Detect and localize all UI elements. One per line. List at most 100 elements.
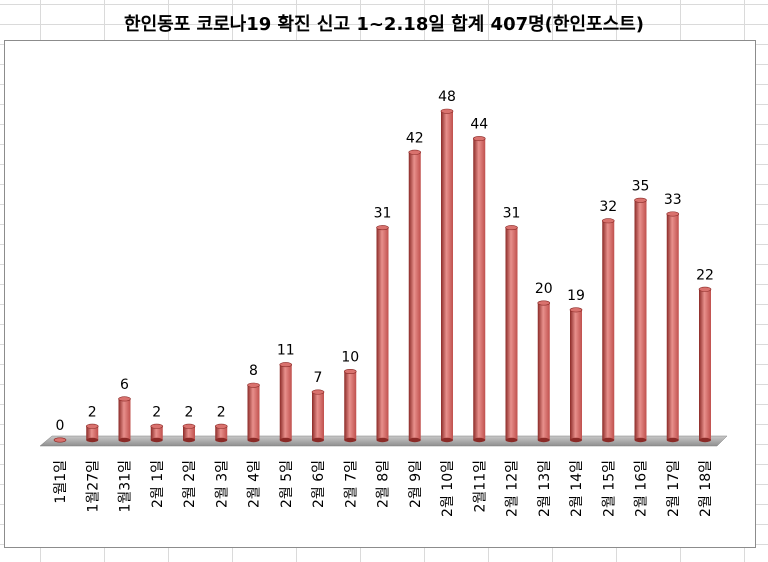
bar-base <box>86 437 99 443</box>
bar-base <box>634 437 647 443</box>
x-tick-labels: 1월1일 1월27일 1월31일 2월 1일 2월 2일 2월 3일 2월 4일 2월 5일 2… <box>53 460 714 517</box>
x-tick-label: 2월 5일 <box>279 460 295 508</box>
bar <box>215 426 228 440</box>
x-tick-label: 2월11일 <box>472 460 488 512</box>
bar <box>279 364 292 440</box>
bar-base <box>376 437 389 443</box>
data-label: 10 <box>341 350 359 366</box>
x-tick-label: 2월 9일 <box>408 460 424 508</box>
bar-base <box>537 437 550 443</box>
x-tick-label: 2월 8일 <box>376 460 392 508</box>
bar-base <box>118 437 131 443</box>
bar-base <box>247 437 260 443</box>
data-label: 2 <box>185 404 194 420</box>
bar <box>666 213 679 440</box>
bar <box>505 227 518 440</box>
bar <box>150 426 163 440</box>
bar <box>602 220 615 440</box>
bar <box>570 309 582 440</box>
bar-base <box>150 437 163 443</box>
x-tick-label: 2월 10일 <box>440 460 456 517</box>
bar-base <box>312 437 324 443</box>
data-label: 0 <box>56 418 65 434</box>
bar <box>699 289 711 440</box>
bar-base <box>666 437 679 443</box>
bar-cap <box>569 307 583 313</box>
data-label: 22 <box>696 267 714 283</box>
chart-title: 한인동포 코로나19 확진 신고 1~2.18일 합계 407명(한인포스트) <box>124 14 644 35</box>
bar-cap <box>601 218 615 224</box>
bar-base <box>215 437 228 443</box>
data-label: 31 <box>374 206 392 222</box>
bar <box>441 111 453 440</box>
bar-cap <box>505 225 518 231</box>
bar-base <box>602 437 615 443</box>
data-label: 33 <box>664 192 682 208</box>
bar-cap <box>537 300 551 306</box>
data-label: 20 <box>535 281 553 297</box>
data-label: 6 <box>120 377 129 393</box>
x-tick-label: 2월 18일 <box>698 460 714 517</box>
bar-base <box>183 437 195 443</box>
data-label: 19 <box>567 288 585 304</box>
bar-cap <box>53 437 67 443</box>
bar <box>247 385 260 440</box>
bar <box>183 426 195 440</box>
data-label: 2 <box>217 404 226 420</box>
bar <box>408 152 421 441</box>
bar-cap <box>376 225 389 231</box>
data-label: 2 <box>152 404 161 420</box>
data-label: 32 <box>599 199 617 215</box>
x-tick-label: 2월 12일 <box>505 460 521 517</box>
bar-base <box>570 437 582 443</box>
x-tick-label: 1월31일 <box>118 460 134 512</box>
bar-cap <box>85 423 99 429</box>
data-label: 11 <box>277 343 295 359</box>
x-tick-label: 2월 6일 <box>311 460 327 508</box>
x-tick-label: 2월 14일 <box>569 460 585 517</box>
x-tick-label: 2월 15일 <box>601 460 617 517</box>
bar-cap <box>247 382 260 388</box>
bar-cap <box>666 211 680 217</box>
bar-series <box>53 108 712 443</box>
x-tick-label: 2월 1일 <box>150 460 166 508</box>
bar-base <box>441 437 453 443</box>
bar-base <box>699 437 711 443</box>
x-tick-label: 2월 16일 <box>634 460 650 517</box>
bar-cap <box>440 108 454 114</box>
bar-cap <box>150 423 164 429</box>
bar <box>118 398 131 440</box>
data-label: 8 <box>249 363 258 379</box>
x-tick-label: 2월 4일 <box>247 460 263 508</box>
data-label: 31 <box>503 206 521 222</box>
bar <box>344 371 357 440</box>
data-label: 42 <box>406 130 424 146</box>
bar-cap <box>472 136 486 142</box>
x-tick-label: 1월1일 <box>53 460 69 504</box>
bar-cap <box>408 149 422 155</box>
bar-base <box>279 437 292 443</box>
x-tick-label: 2월 17일 <box>666 460 682 517</box>
bar <box>473 138 486 440</box>
bar-base <box>408 437 421 443</box>
bar <box>537 303 550 440</box>
data-label: 35 <box>632 178 650 194</box>
bar-cap <box>118 396 131 402</box>
bar-cap <box>634 197 647 203</box>
x-tick-label: 1월27일 <box>85 460 101 512</box>
bar-cap <box>279 362 293 368</box>
bar <box>312 392 324 440</box>
bar-base <box>344 437 357 443</box>
bar <box>86 426 99 440</box>
bar-base <box>473 437 486 443</box>
bar-cap <box>182 423 196 429</box>
data-label: 48 <box>438 89 456 105</box>
bar-cap <box>698 286 712 292</box>
data-label: 2 <box>88 404 97 420</box>
x-tick-label: 2월 2일 <box>182 460 198 508</box>
x-tick-label: 2월 3일 <box>214 460 230 508</box>
data-label: 7 <box>314 370 323 386</box>
bar-cap <box>214 423 228 429</box>
